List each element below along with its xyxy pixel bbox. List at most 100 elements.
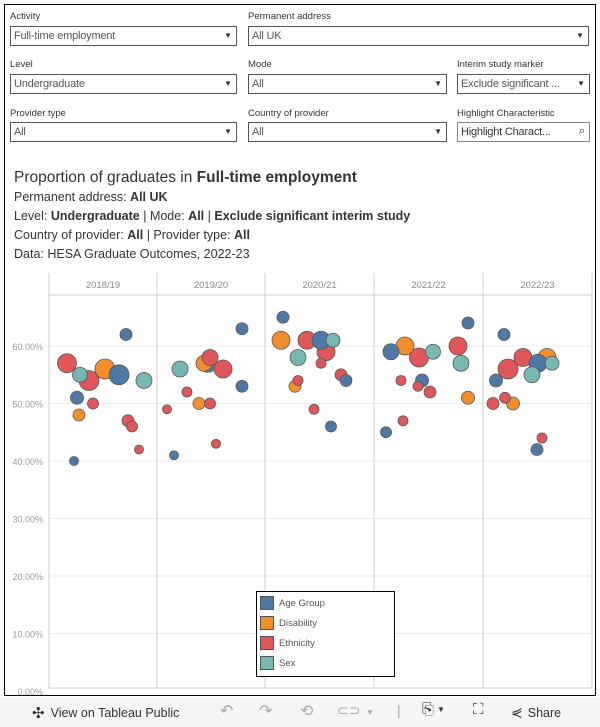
subtitle-address: Permanent address: All UK: [14, 190, 168, 204]
view-on-tableau-button[interactable]: ✣ View on Tableau Public: [32, 704, 179, 722]
activity-label: Activity: [10, 11, 41, 22]
title-activity: Full-time employment: [196, 169, 357, 186]
level-label: Level: [10, 59, 33, 70]
y-tick-label: 10.00%: [12, 630, 43, 640]
dropdown-arrow-icon: ▼: [577, 79, 585, 88]
data-point: [325, 420, 337, 433]
legend-item-age-group[interactable]: Age Group: [260, 595, 325, 611]
activity-value: Full-time employment: [14, 30, 116, 42]
legend-swatch: [260, 596, 274, 610]
data-point: [235, 379, 249, 393]
dropdown-arrow-icon: ▼: [576, 31, 584, 40]
data-point: [271, 330, 291, 350]
mode-value: All: [252, 78, 264, 90]
dropdown-arrow-icon: ▼: [434, 127, 442, 136]
country-label: Country of provider: [248, 108, 329, 119]
y-tick-label: 20.00%: [12, 572, 43, 582]
interim-label: Interim study marker: [457, 59, 544, 70]
legend: Age Group Disability Ethnicity Sex: [256, 591, 395, 677]
data-point: [461, 316, 475, 330]
sub-value: Undergraduate: [50, 209, 140, 223]
data-point: [308, 403, 320, 415]
data-point: [325, 332, 341, 348]
data-point: [452, 354, 470, 372]
legend-label: Ethnicity: [279, 637, 315, 649]
data-point: [530, 443, 544, 456]
download-icon[interactable]: ⎘ ▼: [422, 701, 445, 718]
chart-title: Proportion of graduates in Full-time emp…: [14, 169, 357, 187]
subtitle-level: Level: Undergraduate | Mode: All | Exclu…: [14, 209, 410, 223]
data-point: [162, 404, 172, 415]
provider-type-dropdown[interactable]: All ▼: [10, 122, 237, 142]
data-point: [523, 366, 541, 384]
data-point: [72, 408, 86, 422]
column-header: 2020/21: [302, 280, 336, 291]
y-tick-label: 0.00%: [17, 687, 43, 695]
mode-dropdown[interactable]: All ▼: [248, 74, 447, 94]
data-point: [315, 357, 327, 369]
y-tick-label: 30.00%: [12, 515, 43, 525]
sub-text: Level:: [14, 209, 51, 223]
data-point: [489, 373, 503, 388]
data-point: [276, 310, 290, 324]
level-dropdown[interactable]: Undergraduate ▼: [10, 74, 237, 94]
title-prefix: Proportion of graduates in: [14, 169, 197, 186]
sub-text: |: [204, 209, 215, 223]
share-icon: ⋞: [511, 704, 523, 720]
chevron-down-icon[interactable]: ▼: [366, 708, 374, 717]
data-point: [181, 386, 193, 398]
revert-icon[interactable]: ⟲: [300, 703, 314, 720]
data-point: [235, 322, 249, 336]
activity-dropdown[interactable]: Full-time employment ▼: [10, 26, 237, 46]
data-point: [461, 390, 475, 405]
y-tick-label: 40.00%: [12, 457, 43, 467]
subtitle-country: Country of provider: All | Provider type…: [14, 228, 250, 242]
dashboard-frame: [4, 4, 596, 696]
data-point: [497, 358, 519, 380]
redo-icon[interactable]: ↷: [259, 703, 273, 720]
data-point: [339, 374, 353, 387]
interim-dropdown[interactable]: Exclude significant ... ▼: [457, 74, 590, 94]
dropdown-arrow-icon: ▼: [224, 31, 232, 40]
legend-swatch: [260, 656, 274, 670]
legend-item-ethnicity[interactable]: Ethnicity: [260, 635, 315, 651]
refresh-icon[interactable]: ⊂⊃: [337, 702, 361, 718]
dropdown-arrow-icon: ▼: [224, 79, 232, 88]
permanent-address-label: Permanent address: [248, 11, 331, 22]
data-point: [69, 456, 79, 466]
column-header: 2021/22: [411, 280, 445, 291]
data-point: [70, 390, 84, 405]
undo-icon[interactable]: ↶: [220, 703, 234, 720]
data-point: [192, 397, 206, 410]
data-point: [201, 349, 219, 366]
data-point: [108, 364, 130, 386]
column-header: 2018/19: [86, 280, 120, 291]
legend-item-disability[interactable]: Disability: [260, 615, 317, 631]
data-point: [134, 444, 144, 455]
sub-text: Permanent address:: [14, 190, 131, 204]
data-point: [171, 360, 189, 378]
highlight-search-input[interactable]: Highlight Charact... ⌕: [457, 122, 590, 142]
data-point: [497, 328, 511, 341]
legend-swatch: [260, 616, 274, 630]
data-point: [423, 385, 437, 399]
data-point: [87, 397, 99, 410]
sub-value: All: [234, 228, 251, 242]
y-tick-label: 50.00%: [12, 400, 43, 410]
data-point: [448, 336, 468, 356]
data-point: [57, 353, 77, 374]
data-point: [425, 343, 441, 360]
share-label: Share: [527, 705, 562, 720]
country-dropdown[interactable]: All ▼: [248, 122, 447, 142]
data-point: [213, 359, 233, 379]
data-point: [135, 372, 153, 389]
highlight-placeholder: Highlight Charact...: [461, 126, 551, 138]
data-point: [412, 380, 424, 392]
legend-item-sex[interactable]: Sex: [260, 655, 295, 671]
fullscreen-icon[interactable]: ⛶: [473, 701, 484, 718]
dropdown-arrow-icon: ▼: [434, 79, 442, 88]
subtitle-source: Data: HESA Graduate Outcomes, 2022-23: [14, 247, 250, 261]
data-point: [536, 432, 548, 444]
share-button[interactable]: ⋞ Share: [511, 704, 561, 721]
permanent-address-dropdown[interactable]: All UK ▼: [248, 26, 589, 46]
